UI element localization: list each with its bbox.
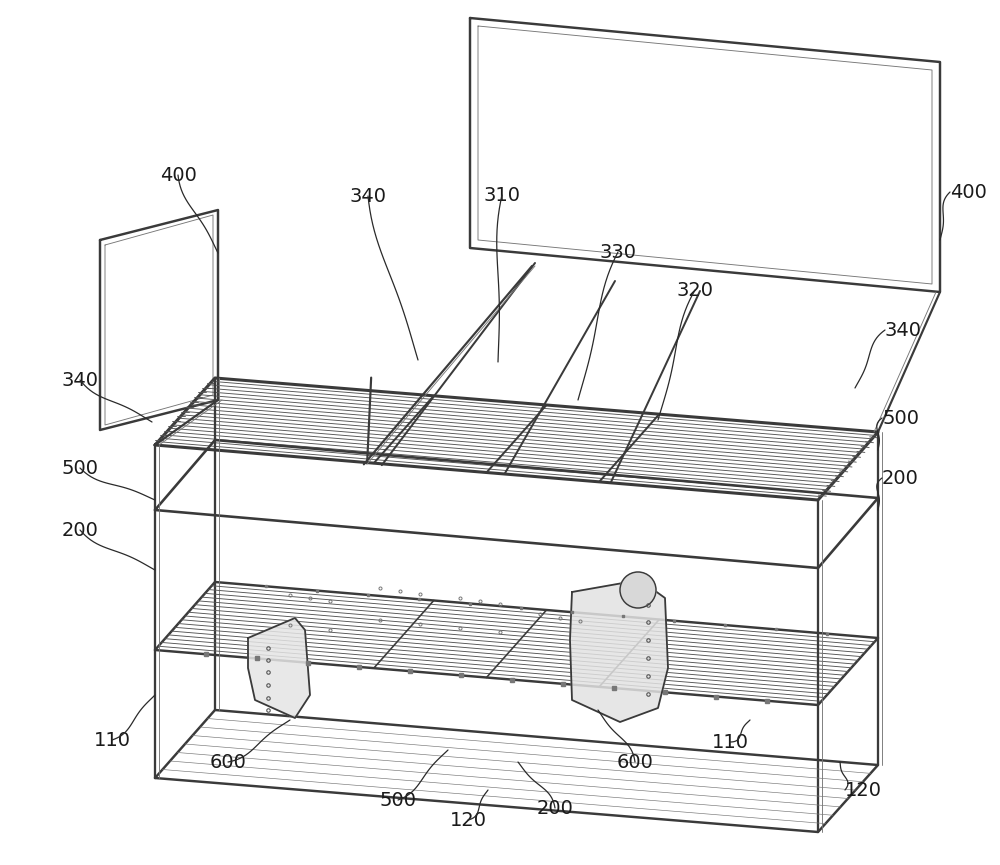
Text: 340: 340 [350,187,387,206]
Text: 500: 500 [380,791,417,810]
Text: 600: 600 [210,753,246,772]
Text: 110: 110 [94,731,131,749]
Text: 200: 200 [882,469,919,488]
Text: 400: 400 [950,183,987,202]
Polygon shape [248,618,310,718]
Polygon shape [570,580,668,722]
Text: 340: 340 [62,370,99,389]
Text: 200: 200 [537,798,573,817]
Text: 320: 320 [676,280,714,299]
Text: 120: 120 [450,811,487,830]
Text: 330: 330 [600,242,637,261]
Text: 310: 310 [484,185,520,204]
Text: 400: 400 [160,165,196,184]
Text: 500: 500 [62,458,99,477]
Text: 120: 120 [845,780,882,799]
Text: 340: 340 [885,321,922,339]
Text: 500: 500 [882,408,919,427]
Text: 200: 200 [62,521,98,540]
Text: 110: 110 [712,733,748,752]
Circle shape [620,572,656,608]
Text: 600: 600 [617,753,653,772]
